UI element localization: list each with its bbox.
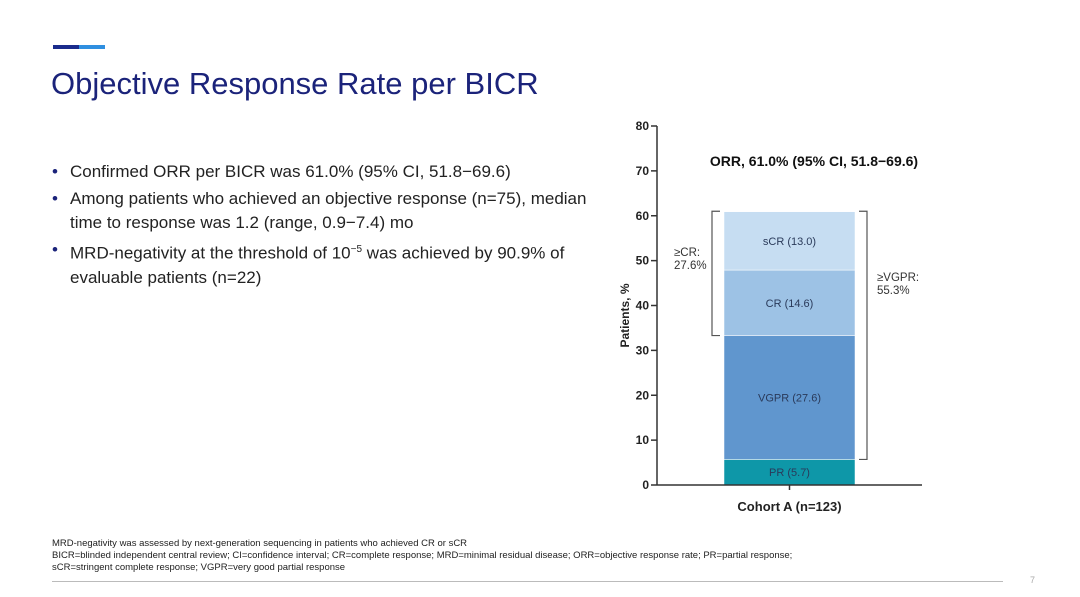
- y-tick-label: 60: [636, 209, 650, 223]
- bullet-item: Among patients who achieved an objective…: [52, 187, 592, 235]
- y-tick-label: 80: [636, 119, 650, 133]
- footnote: MRD-negativity was assessed by next-gene…: [52, 538, 468, 549]
- bracket-left: [711, 210, 720, 337]
- bracket-right: [859, 210, 868, 461]
- x-category-label: Cohort A (n=123): [737, 499, 841, 514]
- footer-divider: [52, 581, 1003, 582]
- page-number: 7: [1030, 575, 1036, 585]
- bullet-text: was achieved by 90.9% of evaluable patie…: [70, 243, 565, 287]
- bullet-text: MRD-negativity at the threshold of 10: [70, 243, 351, 263]
- bar-segment-scr: [723, 211, 856, 271]
- bracket-label: 27.6%: [674, 260, 707, 272]
- bar-segment-vgpr: [723, 335, 856, 460]
- y-tick-label: 10: [636, 433, 650, 447]
- y-tick-label: 40: [636, 299, 650, 313]
- bullet-item: Confirmed ORR per BICR was 61.0% (95% CI…: [52, 160, 592, 184]
- page-title: Objective Response Rate per BICR: [51, 66, 539, 101]
- segment-label: PR (5.7): [769, 467, 810, 479]
- bar-segment-cr: [723, 269, 856, 336]
- y-tick-label: 0: [642, 478, 649, 492]
- y-tick-label: 70: [636, 164, 650, 178]
- segment-label: VGPR (27.6): [758, 392, 821, 404]
- accent-bar: [53, 45, 79, 49]
- bracket-label: ≥VGPR:: [877, 272, 919, 284]
- footnotes: MRD-negativity was assessed by next-gene…: [52, 538, 792, 574]
- y-tick-label: 20: [636, 388, 650, 402]
- y-tick-label: 50: [636, 254, 650, 268]
- segment-label: CR (14.6): [766, 298, 814, 310]
- bar-segment-pr: [723, 459, 856, 486]
- bullet-list: Confirmed ORR per BICR was 61.0% (95% CI…: [52, 160, 592, 293]
- bullet-item: MRD-negativity at the threshold of 10−5 …: [52, 238, 592, 290]
- footnote: sCR=stringent complete response; VGPR=ve…: [52, 562, 346, 573]
- bracket-label: ≥CR:: [674, 247, 700, 259]
- y-axis-label: Patients, %: [618, 283, 632, 347]
- y-tick-label: 30: [636, 343, 650, 357]
- superscript: −5: [350, 244, 363, 255]
- footnote: BICR=blinded independent central review;…: [52, 550, 793, 561]
- chart-title: ORR, 61.0% (95% CI, 51.8−69.6): [710, 153, 918, 169]
- segment-label: sCR (13.0): [763, 236, 816, 248]
- accent-bar: [79, 45, 105, 49]
- bracket-label: 55.3%: [877, 285, 910, 297]
